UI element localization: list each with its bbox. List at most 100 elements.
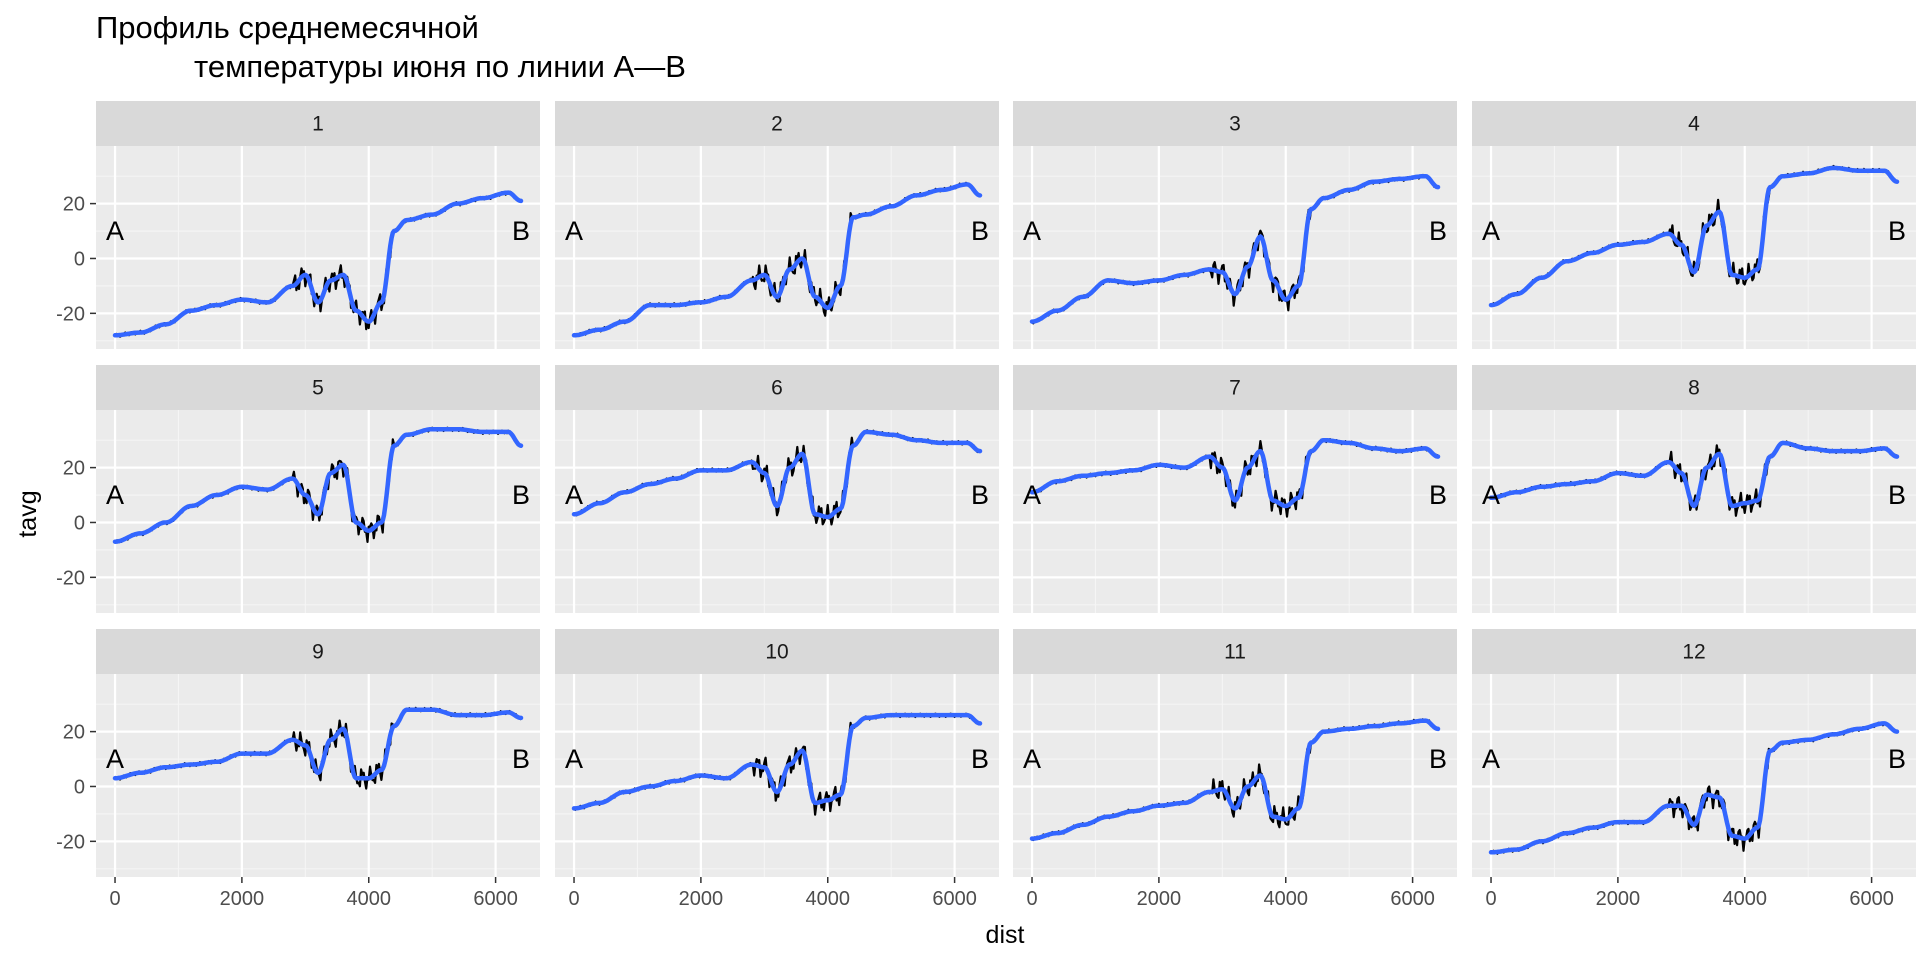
facet-strip <box>1013 629 1457 674</box>
x-tick-label: 4000 <box>1263 888 1308 910</box>
smooth-series-line <box>1029 437 1441 509</box>
chart-title-line-2: температуры июня по линии А—В <box>194 49 686 84</box>
y-tick-label: -20 <box>56 303 85 325</box>
chart-title-line-1: Профиль среднемесячной <box>96 10 479 45</box>
facet-strip <box>96 101 540 146</box>
point-label-b: B <box>512 744 530 774</box>
smooth-series-line <box>1029 173 1441 324</box>
panel-background <box>1472 146 1916 349</box>
panel-background <box>1013 674 1457 877</box>
facet-strip-label: 10 <box>765 641 788 664</box>
point-label-a: A <box>1482 744 1500 774</box>
x-tick-label: 0 <box>109 888 120 910</box>
facet-panel-9: 9 A B -20 0 20 0 2000 4000 6000 <box>56 629 540 910</box>
facet-strip <box>1472 365 1916 410</box>
point-label-b: B <box>1888 744 1906 774</box>
point-label-a: A <box>106 216 124 246</box>
facet-strip-label: 6 <box>771 377 783 400</box>
facet-strip-label: 7 <box>1229 377 1241 400</box>
x-tick-label: 4000 <box>346 888 391 910</box>
y-tick-label: 20 <box>63 722 85 744</box>
facet-panel-3: 3 A B <box>1013 101 1457 349</box>
x-tick-label: 2000 <box>1596 888 1641 910</box>
smooth-series-line <box>571 182 983 338</box>
facet-strip-label: 8 <box>1688 377 1700 400</box>
x-tick-label: 2000 <box>679 888 724 910</box>
facet-strip <box>96 629 540 674</box>
x-tick-label: 4000 <box>805 888 850 910</box>
x-axis-title: dist <box>986 921 1025 949</box>
facet-strip-label: 1 <box>312 113 324 136</box>
facet-panel-2: 2 A B <box>555 101 999 349</box>
point-label-a: A <box>106 744 124 774</box>
facet-strip <box>1013 365 1457 410</box>
smooth-series-line <box>1488 721 1900 855</box>
y-tick-label: 20 <box>63 194 85 216</box>
facet-strip <box>96 365 540 410</box>
point-label-a: A <box>1482 480 1500 510</box>
facet-panel-12: 12 A B 0 2000 4000 6000 <box>1472 629 1916 910</box>
y-tick-label: 0 <box>74 512 85 534</box>
panel-background <box>96 146 540 349</box>
point-label-a: A <box>1023 480 1041 510</box>
x-tick-label: 6000 <box>473 888 518 910</box>
point-label-b: B <box>971 216 989 246</box>
facet-panels: 1 A B -20 0 20 2 A B 3 A B 4 A B 5 A B -20 0 20 6 A B 7 A B 8 A B 9 A B -… <box>56 101 1916 910</box>
facet-strip-label: 5 <box>312 377 324 400</box>
point-label-b: B <box>971 744 989 774</box>
smooth-series-line <box>1488 165 1900 308</box>
smooth-series-line <box>1029 718 1441 841</box>
point-label-a: A <box>1023 216 1041 246</box>
facet-strip-label: 11 <box>1224 641 1246 664</box>
x-tick-label: 6000 <box>1390 888 1435 910</box>
x-tick-label: 6000 <box>932 888 977 910</box>
facet-panel-7: 7 A B <box>1013 365 1457 613</box>
facet-strip-label: 12 <box>1682 641 1705 664</box>
panel-background <box>1472 410 1916 613</box>
smooth-series-line <box>571 429 983 520</box>
facet-strip <box>1013 101 1457 146</box>
facet-strip-label: 4 <box>1688 113 1700 136</box>
facet-panel-6: 6 A B <box>555 365 999 613</box>
point-label-a: A <box>106 480 124 510</box>
point-label-b: B <box>1888 216 1906 246</box>
smooth-series-line <box>1488 440 1900 509</box>
x-tick-label: 4000 <box>1722 888 1767 910</box>
facet-strip <box>555 365 999 410</box>
point-label-b: B <box>1429 744 1447 774</box>
smooth-series-line <box>112 707 524 781</box>
point-label-b: B <box>971 480 989 510</box>
facet-strip <box>555 629 999 674</box>
facet-panel-1: 1 A B -20 0 20 <box>56 101 540 349</box>
facet-panel-5: 5 A B -20 0 20 <box>56 365 540 613</box>
facet-strip <box>1472 101 1916 146</box>
x-tick-label: 0 <box>1485 888 1496 910</box>
y-tick-label: 0 <box>74 776 85 798</box>
point-label-b: B <box>1429 480 1447 510</box>
point-label-a: A <box>1482 216 1500 246</box>
facet-panel-8: 8 A B <box>1472 365 1916 613</box>
facet-panel-10: 10 A B 0 2000 4000 6000 <box>555 629 999 910</box>
x-tick-label: 2000 <box>220 888 265 910</box>
smooth-series-line <box>112 426 524 544</box>
x-tick-label: 2000 <box>1137 888 1182 910</box>
facet-panel-4: 4 A B <box>1472 101 1916 349</box>
point-label-b: B <box>1429 216 1447 246</box>
panel-background <box>1013 410 1457 613</box>
point-label-a: A <box>1023 744 1041 774</box>
y-tick-label: -20 <box>56 567 85 589</box>
facet-strip-label: 2 <box>771 113 783 136</box>
y-axis-title: tavg <box>14 490 42 537</box>
x-tick-label: 0 <box>568 888 579 910</box>
panel-background <box>555 146 999 349</box>
y-tick-label: 0 <box>74 248 85 270</box>
chart-title: Профиль среднемесячной температуры июня … <box>96 10 686 84</box>
y-tick-label: 20 <box>63 458 85 480</box>
point-label-a: A <box>565 480 583 510</box>
point-label-b: B <box>512 216 530 246</box>
facet-panel-11: 11 A B 0 2000 4000 6000 <box>1013 629 1457 910</box>
smooth-series-line <box>571 712 983 811</box>
point-label-a: A <box>565 216 583 246</box>
point-label-b: B <box>1888 480 1906 510</box>
